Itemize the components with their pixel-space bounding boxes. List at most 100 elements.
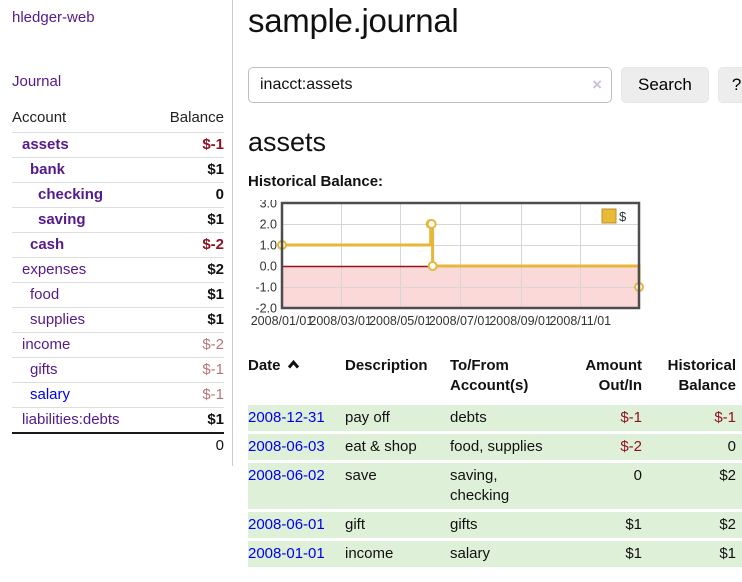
register-accounts-cell: saving, checking xyxy=(450,460,578,511)
register-amount-cell: 0 xyxy=(578,460,654,511)
chart-x-tick-label: 2008/01/01 xyxy=(251,314,314,328)
account-name-cell: checking xyxy=(12,182,153,208)
chart-x-tick-label: 2008/11/01 xyxy=(549,314,611,328)
accounts-total-value: 0 xyxy=(152,432,224,458)
register-description-cell: income xyxy=(345,538,450,567)
account-balance: $-2 xyxy=(152,332,224,358)
accounts-header-row: Account Balance xyxy=(12,106,224,133)
account-name-cell: salary xyxy=(12,382,153,408)
account-heading: assets xyxy=(248,127,327,157)
account-name-cell: expenses xyxy=(12,257,153,283)
nav-journal-link[interactable]: Journal xyxy=(12,73,62,90)
account-name-cell: cash xyxy=(12,232,153,258)
register-balance-cell: $2 xyxy=(654,509,742,540)
sidebar-item-income[interactable]: income xyxy=(22,336,71,353)
register-description-cell: pay off xyxy=(345,402,450,433)
sidebar-account-row: cash $-2 xyxy=(12,232,224,258)
register-balance-cell: $2 xyxy=(654,460,742,511)
col-header-date-label: Date xyxy=(248,357,281,374)
register-date-link[interactable]: 2008-06-02 xyxy=(248,467,325,484)
chart-y-tick-label: 3.0 xyxy=(260,200,277,211)
col-header-accounts: To/From Account(s) xyxy=(450,357,529,394)
account-balance: $-1 xyxy=(152,357,224,383)
account-name-cell: assets xyxy=(12,132,153,158)
register-header-row: Date Description To/From Account(s) Amou… xyxy=(248,356,742,404)
sort-ascending-icon xyxy=(287,359,299,369)
historical-balance-chart: $3.0 2.0 1.0 0.0 -1.0 -2.02008/01/012008/03/0… xyxy=(251,200,644,328)
chart-legend-swatch xyxy=(601,208,617,224)
sidebar-item-cash[interactable]: cash xyxy=(30,236,65,253)
search-button[interactable]: Search xyxy=(621,67,709,103)
register-row: 2008-01-01 income salary $1 $1 xyxy=(248,538,742,567)
register-date-link[interactable]: 2008-12-31 xyxy=(248,409,325,426)
register-date-link[interactable]: 2008-01-01 xyxy=(248,545,325,562)
register-date-link[interactable]: 2008-06-03 xyxy=(248,438,325,455)
register-date-link[interactable]: 2008-06-01 xyxy=(248,516,325,533)
help-button[interactable]: ? xyxy=(717,67,742,103)
register-balance-cell: 0 xyxy=(654,431,742,462)
register-amount-cell: $1 xyxy=(578,538,654,567)
sidebar-account-row: liabilities:debts $1 xyxy=(12,407,224,433)
col-header-amount: Amount Out/In xyxy=(585,357,642,394)
page-title: sample.journal xyxy=(248,2,459,39)
account-balance: $1 xyxy=(152,307,224,333)
account-balance: $1 xyxy=(152,157,224,183)
accounts-header-account: Account xyxy=(12,109,67,126)
col-header-balance: Historical Balance xyxy=(667,357,736,394)
chart-y-tick-label: 2.0 xyxy=(260,218,277,232)
register-accounts-cell: salary xyxy=(450,538,578,567)
sidebar-item-bank[interactable]: bank xyxy=(30,161,66,178)
sidebar: hledger-web Journal Account Balance asse… xyxy=(0,0,233,466)
register-row: 2008-06-02 save saving, checking 0 $2 xyxy=(248,460,742,511)
sidebar-account-row: expenses $2 xyxy=(12,257,224,283)
chart-data-point xyxy=(427,261,438,271)
chart-title: Historical Balance: xyxy=(248,173,384,190)
register-date-cell: 2008-06-01 xyxy=(248,509,345,540)
register-row: 2008-12-31 pay off debts $-1 $-1 xyxy=(248,402,742,433)
accounts-total-spacer xyxy=(12,432,153,458)
main-content: sample.journal × Search ? assets Histori… xyxy=(233,0,742,567)
sidebar-accounts-table: Account Balance assets $-1 bank $1 checking 0… xyxy=(12,106,224,458)
clear-search-icon[interactable]: × xyxy=(592,75,602,95)
account-name-cell: saving xyxy=(12,207,153,233)
accounts-total-row: 0 xyxy=(12,432,224,458)
col-header-date[interactable]: Date xyxy=(248,356,345,404)
account-name-cell: food xyxy=(12,282,153,308)
sidebar-item-gifts[interactable]: gifts xyxy=(30,361,58,378)
nav-journal: Journal xyxy=(12,73,224,90)
search-input[interactable] xyxy=(248,67,612,103)
sidebar-item-supplies[interactable]: supplies xyxy=(30,311,86,328)
register-balance-cell: $1 xyxy=(654,538,742,567)
sidebar-item-saving[interactable]: saving xyxy=(38,211,86,228)
register-amount-cell: $1 xyxy=(578,509,654,540)
account-balance: $-1 xyxy=(152,132,224,158)
chart-y-tick-label: 0.0 xyxy=(260,260,277,274)
sidebar-account-row: salary $-1 xyxy=(12,382,224,408)
account-balance: $1 xyxy=(152,407,224,433)
sidebar-item-expenses[interactable]: expenses xyxy=(22,261,87,278)
sidebar-account-row: bank $1 xyxy=(12,157,224,183)
register-table: Date Description To/From Account(s) Amou… xyxy=(248,356,742,567)
sidebar-account-row: assets $-1 xyxy=(12,132,224,158)
account-name-cell: supplies xyxy=(12,307,153,333)
account-name-cell: income xyxy=(12,332,153,358)
account-balance: $2 xyxy=(152,257,224,283)
register-row: 2008-06-01 gift gifts $1 $2 xyxy=(248,509,742,540)
register-date-cell: 2008-12-31 xyxy=(248,402,345,433)
account-balance: $-1 xyxy=(152,382,224,408)
chart-legend-label: $ xyxy=(619,209,627,224)
sidebar-item-checking[interactable]: checking xyxy=(38,186,104,203)
sidebar-item-salary[interactable]: salary xyxy=(30,386,71,403)
account-balance: $1 xyxy=(152,282,224,308)
sidebar-item-liabilities-debts[interactable]: liabilities:debts xyxy=(22,411,120,428)
chart-x-tick-label: 2008/07/01 xyxy=(429,314,492,328)
sidebar-account-row: checking 0 xyxy=(12,182,224,208)
brand-link[interactable]: hledger-web xyxy=(12,9,95,26)
sidebar-account-row: saving $1 xyxy=(12,207,224,233)
sidebar-item-assets[interactable]: assets xyxy=(22,136,69,153)
chart-y-tick-label: -1.0 xyxy=(255,281,277,295)
register-date-cell: 2008-01-01 xyxy=(248,538,345,567)
brand: hledger-web xyxy=(12,9,224,26)
account-balance: $1 xyxy=(152,207,224,233)
sidebar-item-food[interactable]: food xyxy=(30,286,60,303)
